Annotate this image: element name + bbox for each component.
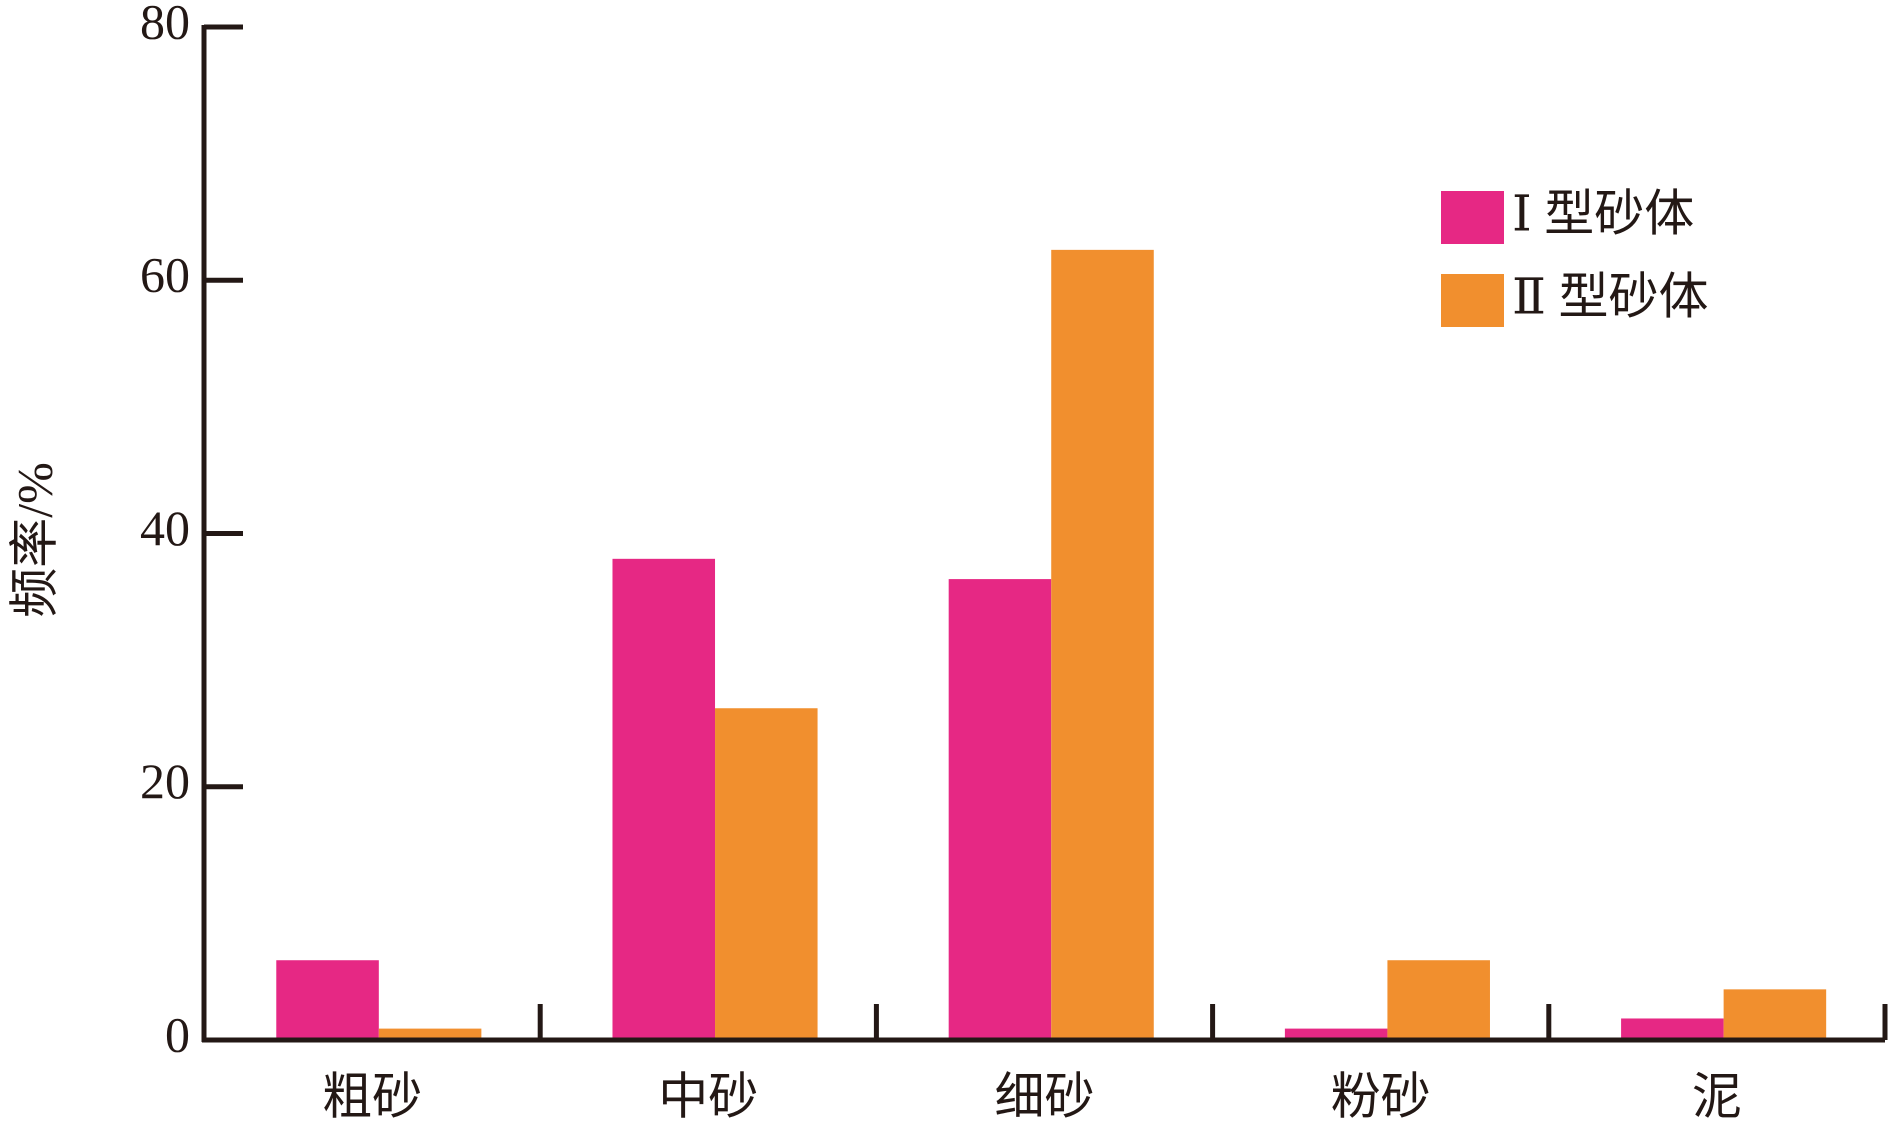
x-tick-label: 中砂 (658, 1068, 758, 1124)
bar (1621, 1018, 1724, 1040)
y-tick-label: 80 (140, 0, 190, 49)
bar (276, 960, 379, 1040)
x-tick-label: 细砂 (995, 1068, 1095, 1124)
legend-label: Ⅰ 型砂体 (1512, 185, 1694, 241)
bar (1387, 960, 1490, 1040)
y-axis-label: 频率/% (6, 462, 62, 618)
bar (612, 558, 716, 1040)
x-tick-label: 粗砂 (322, 1068, 422, 1124)
bar (378, 1028, 482, 1040)
y-tick-label: 0 (165, 1006, 190, 1062)
bar (1051, 249, 1154, 1041)
legend-label: Ⅱ 型砂体 (1512, 268, 1708, 324)
x-tick-label: 泥 (1692, 1068, 1742, 1124)
legend-swatch (1441, 191, 1504, 244)
y-tick-label: 40 (140, 500, 190, 556)
y-tick-label: 60 (140, 247, 190, 303)
bar (1284, 1028, 1388, 1040)
y-tick-label: 20 (140, 753, 190, 809)
bar (715, 708, 818, 1040)
bar (948, 579, 1052, 1040)
legend-swatch (1441, 274, 1504, 327)
bar (1723, 989, 1827, 1040)
x-tick-label: 粉砂 (1331, 1068, 1431, 1124)
